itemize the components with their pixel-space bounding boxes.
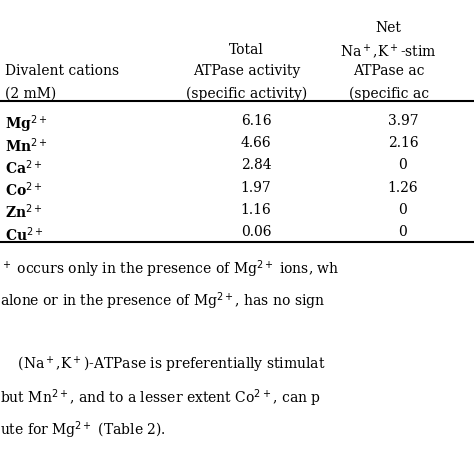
Text: 1.26: 1.26 (388, 181, 418, 195)
Text: 0.06: 0.06 (241, 225, 271, 239)
Text: (specific ac: (specific ac (348, 86, 429, 100)
Text: Mg$^{2+}$: Mg$^{2+}$ (5, 114, 47, 136)
Text: 3.97: 3.97 (388, 114, 418, 128)
Text: 4.66: 4.66 (241, 136, 271, 150)
Text: 2.84: 2.84 (241, 158, 271, 173)
Text: 6.16: 6.16 (241, 114, 271, 128)
Text: 1.97: 1.97 (241, 181, 271, 195)
Text: but Mn$^{2+}$, and to a lesser extent Co$^{2+}$, can p: but Mn$^{2+}$, and to a lesser extent Co… (0, 387, 321, 409)
Text: Ca$^{2+}$: Ca$^{2+}$ (5, 158, 42, 177)
Text: (specific activity): (specific activity) (186, 86, 307, 100)
Text: Zn$^{2+}$: Zn$^{2+}$ (5, 203, 42, 221)
Text: (Na$^+$,K$^+$)-ATPase is preferentially stimulat: (Na$^+$,K$^+$)-ATPase is preferentially … (0, 355, 326, 375)
Text: Mn$^{2+}$: Mn$^{2+}$ (5, 136, 47, 155)
Text: Net: Net (376, 21, 401, 36)
Text: 2.16: 2.16 (388, 136, 418, 150)
Text: Total: Total (229, 43, 264, 57)
Text: Cu$^{2+}$: Cu$^{2+}$ (5, 225, 43, 244)
Text: ute for Mg$^{2+}$ (Table 2).: ute for Mg$^{2+}$ (Table 2). (0, 419, 166, 441)
Text: (2 mM): (2 mM) (5, 86, 56, 100)
Text: 0: 0 (399, 203, 407, 217)
Text: Co$^{2+}$: Co$^{2+}$ (5, 181, 42, 199)
Text: 0: 0 (399, 225, 407, 239)
Text: Divalent cations: Divalent cations (5, 64, 119, 78)
Text: alone or in the presence of Mg$^{2+}$, has no sign: alone or in the presence of Mg$^{2+}$, h… (0, 291, 325, 312)
Text: ATPase activity: ATPase activity (193, 64, 300, 78)
Text: 1.16: 1.16 (241, 203, 271, 217)
Text: ATPase ac: ATPase ac (353, 64, 424, 78)
Text: Na$^+$,K$^+$-stim: Na$^+$,K$^+$-stim (340, 43, 437, 61)
Text: 0: 0 (399, 158, 407, 173)
Text: $^+$ occurs only in the presence of Mg$^{2+}$ ions, wh: $^+$ occurs only in the presence of Mg$^… (0, 258, 339, 280)
